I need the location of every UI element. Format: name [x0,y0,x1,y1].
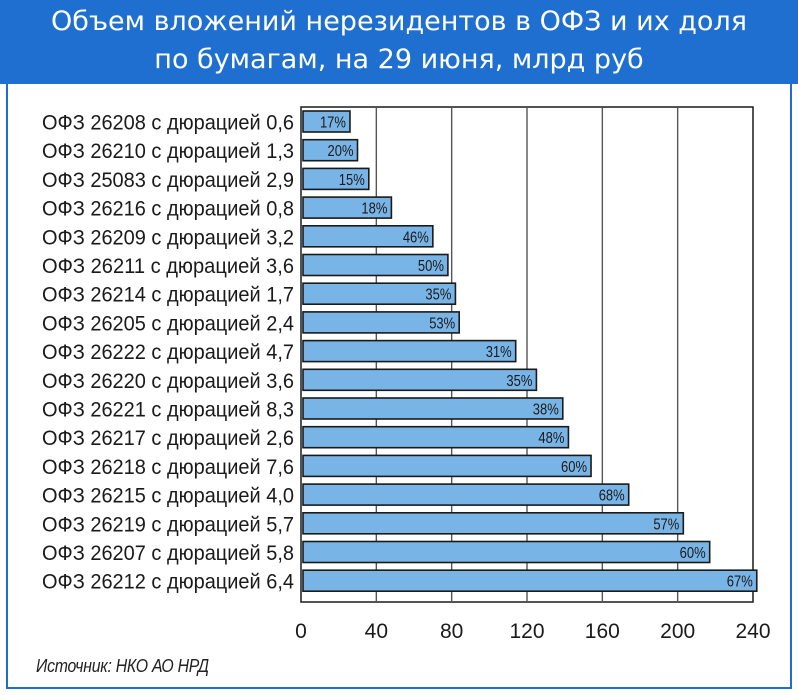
bar [302,454,592,478]
data-label: 35% [425,287,451,304]
data-label: 48% [538,430,564,447]
category-label: ОФЗ 26211 с дюрацией 3,6 [42,255,294,278]
category-label: ОФЗ 26216 с дюрацией 0,8 [42,198,294,221]
category-label: ОФЗ 26209 с дюрацией 3,2 [42,226,294,249]
chart-title-line1: Объем вложений нерезидентов в ОФЗ и их д… [51,6,747,37]
bar [302,282,457,306]
category-label: ОФЗ 26214 с дюрацией 1,7 [42,284,294,307]
data-label: 50% [418,258,444,275]
data-label: 35% [506,373,532,390]
bar [302,569,758,593]
category-label: ОФЗ 26207 с дюрацией 5,8 [42,542,294,565]
chart-title-line2: по бумагам, на 29 июня, млрд руб [154,44,644,75]
x-tick-label: 80 [440,620,463,643]
category-label: ОФЗ 26205 с дюрацией 2,4 [42,312,294,335]
category-label: ОФЗ 26220 с дюрацией 3,6 [42,370,294,393]
bar [302,511,685,535]
data-label: 60% [561,459,587,476]
x-tick-label: 200 [660,620,695,643]
category-label: ОФЗ 26222 с дюрацией 4,7 [42,341,294,364]
data-label: 68% [599,488,625,505]
data-label: 31% [486,344,512,361]
bar [302,483,630,506]
bar [302,225,434,248]
data-label: 67% [727,574,753,591]
bar [302,425,570,449]
category-label: ОФЗ 26218 с дюрацией 7,6 [42,456,294,479]
x-tick-label: 160 [585,620,620,643]
data-label: 57% [653,516,679,533]
bar [302,167,370,191]
bar [302,368,538,392]
category-label: ОФЗ 26212 с дюрацией 6,4 [42,571,294,594]
source-note: Источник: НКО АО НРД [36,656,209,676]
chart-header: Объем вложений нерезидентов в ОФЗ и их д… [0,0,798,84]
category-label: ОФЗ 26219 с дюрацией 5,7 [42,513,294,536]
bar [302,196,393,219]
x-tick-label: 240 [735,620,770,643]
data-label: 20% [328,143,354,160]
bar [302,253,449,277]
bar [302,397,564,420]
x-tick-label: 40 [365,620,388,643]
data-label: 38% [533,402,559,419]
bar [302,110,351,133]
bar [302,540,711,564]
data-label: 18% [361,201,387,218]
category-label: ОФЗ 26208 с дюрацией 0,6 [42,112,294,135]
x-tick-label: 120 [509,620,544,643]
x-tick-label: 0 [295,620,307,643]
category-label: ОФЗ 26221 с дюрацией 8,3 [42,399,294,422]
data-label: 17% [320,115,346,132]
bar [302,339,517,363]
data-label: 15% [339,172,365,189]
bar [302,138,359,162]
data-label: 60% [680,545,706,562]
category-label: ОФЗ 26210 с дюрацией 1,3 [42,140,294,163]
category-label: ОФЗ 25083 с дюрацией 2,9 [42,169,294,192]
bar [302,311,460,334]
data-label: 53% [429,315,455,332]
category-label: ОФЗ 26217 с дюрацией 2,6 [42,427,294,450]
data-label: 46% [403,229,429,246]
category-label: ОФЗ 26215 с дюрацией 4,0 [42,485,294,508]
